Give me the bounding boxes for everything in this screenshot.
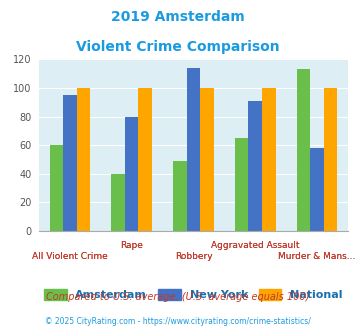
Text: Violent Crime Comparison: Violent Crime Comparison — [76, 40, 279, 53]
Bar — [138, 88, 152, 231]
Text: © 2025 CityRating.com - https://www.cityrating.com/crime-statistics/: © 2025 CityRating.com - https://www.city… — [45, 317, 310, 326]
Text: All Violent Crime: All Violent Crime — [32, 252, 108, 261]
Text: Robbery: Robbery — [175, 252, 212, 261]
Bar — [200, 88, 214, 231]
Bar — [262, 88, 275, 231]
Text: Murder & Mans...: Murder & Mans... — [278, 252, 355, 261]
Text: Rape: Rape — [120, 241, 143, 250]
Bar — [297, 69, 310, 231]
Bar — [77, 88, 90, 231]
Text: Aggravated Assault: Aggravated Assault — [211, 241, 300, 250]
Text: All Violent Crime: All Violent Crime — [32, 252, 108, 261]
Bar — [173, 161, 187, 231]
Bar — [324, 88, 337, 231]
Text: Robbery: Robbery — [175, 252, 212, 261]
Text: Rape: Rape — [120, 241, 143, 250]
Bar — [310, 148, 324, 231]
Bar — [235, 138, 248, 231]
Bar — [63, 95, 77, 231]
Bar — [50, 145, 63, 231]
Bar — [248, 101, 262, 231]
Bar — [111, 174, 125, 231]
Text: Aggravated Assault: Aggravated Assault — [211, 241, 300, 250]
Bar — [125, 116, 138, 231]
Legend: Amsterdam, New York, National: Amsterdam, New York, National — [40, 284, 347, 305]
Bar — [187, 68, 200, 231]
Text: 2019 Amsterdam: 2019 Amsterdam — [111, 10, 244, 24]
Text: Murder & Mans...: Murder & Mans... — [278, 252, 355, 261]
Text: Compared to U.S. average. (U.S. average equals 100): Compared to U.S. average. (U.S. average … — [46, 292, 309, 302]
